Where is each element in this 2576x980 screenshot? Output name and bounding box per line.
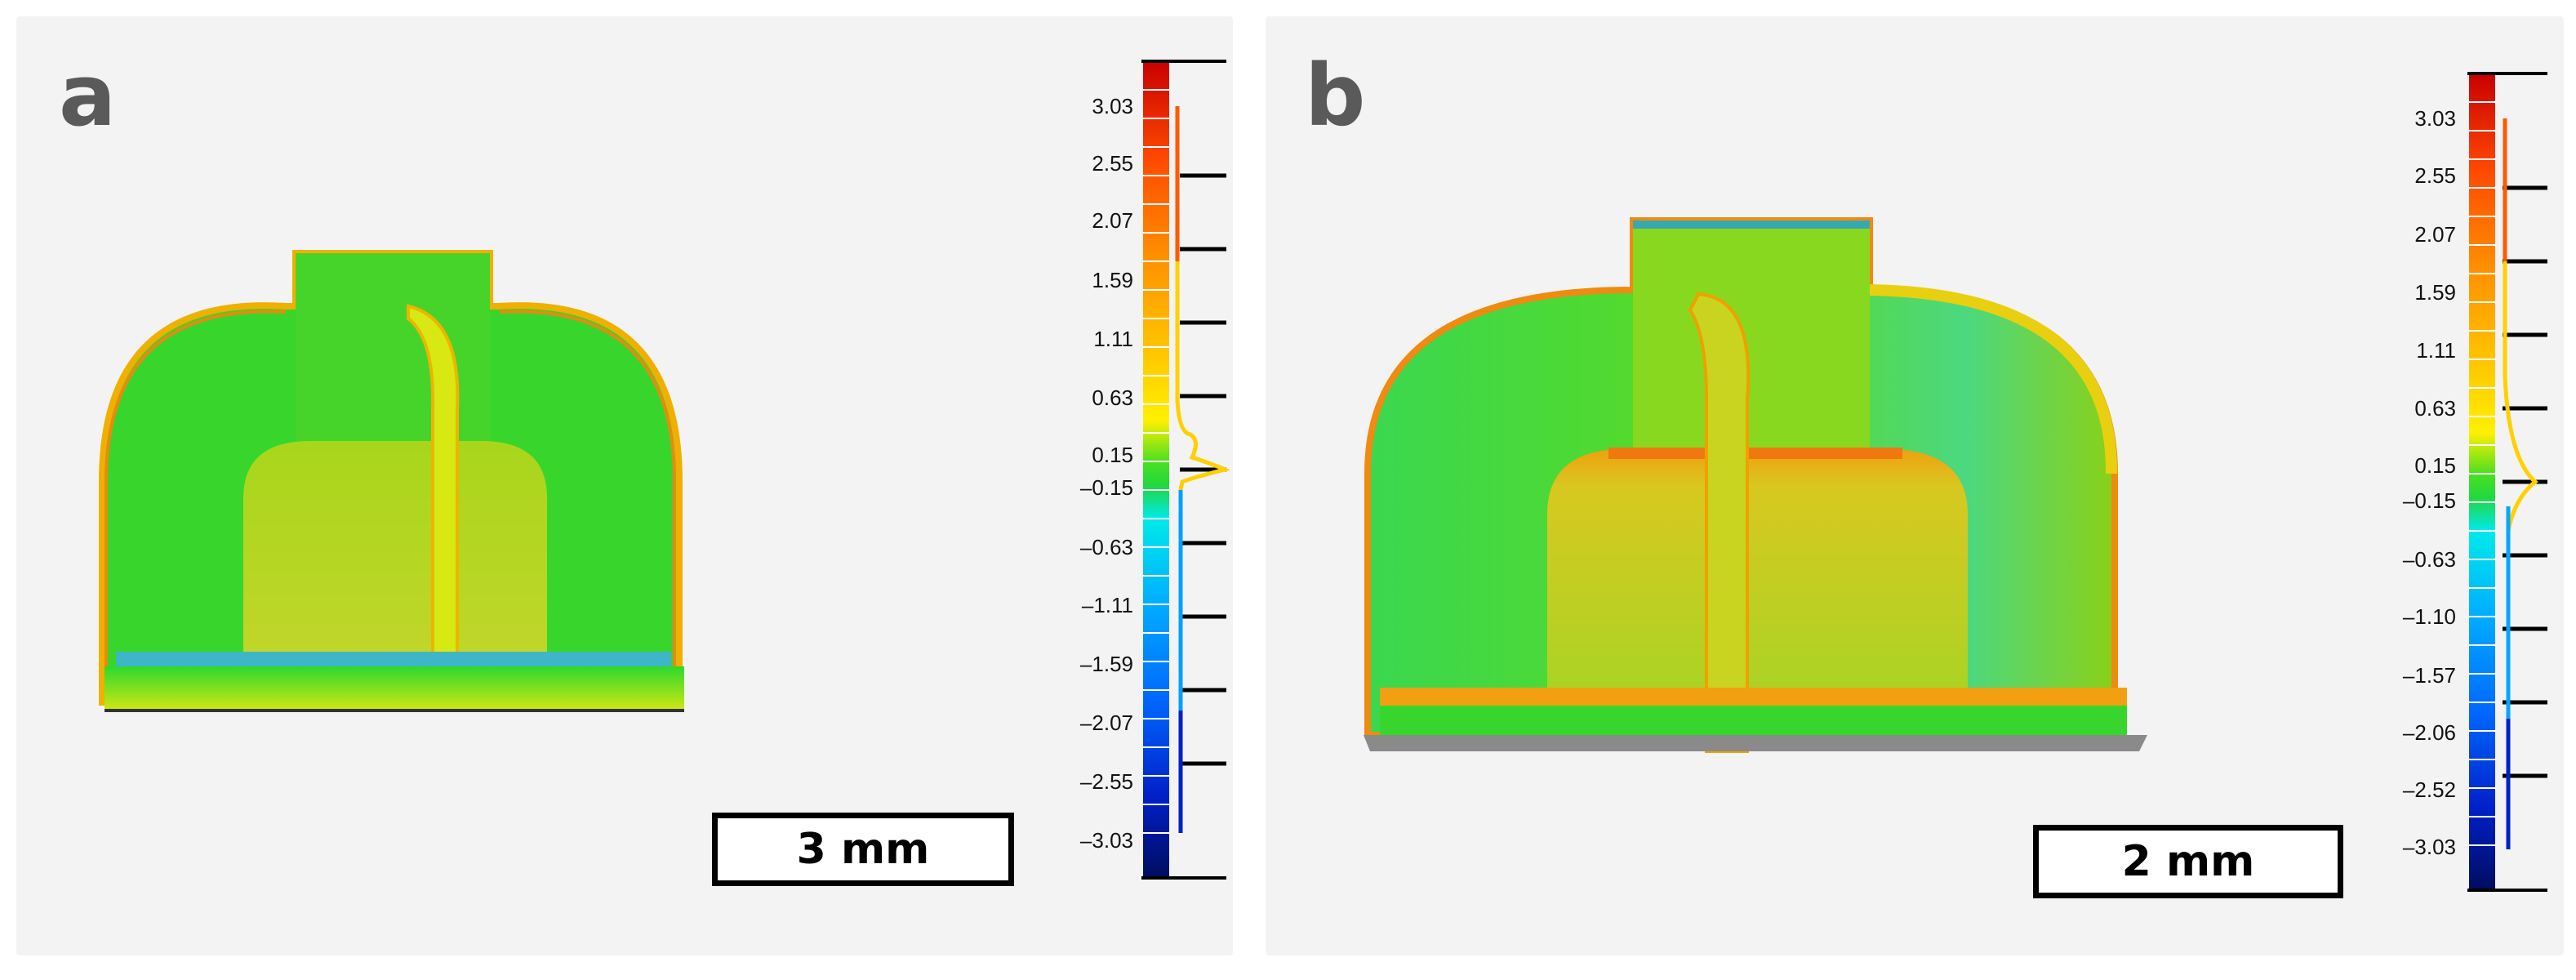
panel-a: a: [16, 16, 1233, 956]
panel-b-colorbar: [2467, 72, 2547, 892]
panel-b-tick: 1.11: [2416, 338, 2456, 363]
panel-b-label: b: [1305, 46, 1366, 145]
panel-a-tick: 3.03: [1092, 94, 1133, 118]
panel-b-tick: –0.15: [2402, 488, 2456, 513]
panel-b: b: [1266, 16, 2564, 956]
panel-b-tick: –2.52: [2402, 777, 2456, 802]
panel-b-model-render: [1364, 217, 2147, 753]
panel-a-tick: 2.07: [1092, 208, 1133, 233]
panel-b-handle: [1688, 292, 1751, 753]
panel-a-base-plate: [116, 652, 671, 668]
panel-b-inner-cup: [1547, 449, 1968, 702]
panel-b-base-plate: [1380, 688, 2127, 706]
panel-a-tick: –3.03: [1079, 828, 1133, 853]
panel-b-tick: –1.10: [2402, 604, 2456, 629]
panel-a-tick: 0.63: [1092, 385, 1133, 410]
panel-b-tick: –3.03: [2402, 835, 2456, 859]
panel-a-tick: –2.55: [1079, 769, 1133, 794]
panel-a-tick: 0.15: [1092, 443, 1133, 467]
panel-b-tube: [1633, 220, 1870, 457]
panel-b-tick: 2.07: [2414, 222, 2456, 247]
panel-a-tick: –0.63: [1079, 535, 1133, 559]
panel-a-inner-cup: [243, 441, 547, 653]
panel-a-tick: 2.55: [1092, 151, 1133, 176]
panel-a-tick: –1.11: [1081, 593, 1133, 617]
panel-a-tick: 1.11: [1093, 327, 1133, 351]
panel-b-tick: 1.59: [2414, 280, 2456, 305]
panel-b-tick: 2.55: [2414, 163, 2456, 188]
panel-b-histogram-curve: [2503, 118, 2538, 849]
panel-a-scale-bar: 3 mm: [712, 813, 1014, 886]
panel-b-tick: –1.57: [2402, 663, 2456, 688]
panel-a-histogram-curve: [1175, 106, 1231, 833]
panel-a-tick: –1.59: [1079, 652, 1133, 676]
panel-a-tick: –0.15: [1079, 475, 1133, 500]
panel-b-tick: –0.63: [2402, 547, 2456, 572]
panel-b-scale-bar: 2 mm: [2033, 825, 2343, 898]
panel-a-colorbar: [1141, 60, 1231, 880]
panel-b-tick: –2.06: [2402, 720, 2456, 745]
panel-a-tick: –2.07: [1079, 710, 1133, 735]
panel-b-tick: 0.63: [2414, 396, 2456, 421]
panel-a-label: a: [59, 46, 117, 145]
panel-a-tick: 1.59: [1092, 268, 1133, 292]
panel-a-model-render: [99, 250, 684, 712]
panel-b-tick: 3.03: [2414, 106, 2456, 131]
panel-b-tick: 0.15: [2414, 453, 2456, 478]
